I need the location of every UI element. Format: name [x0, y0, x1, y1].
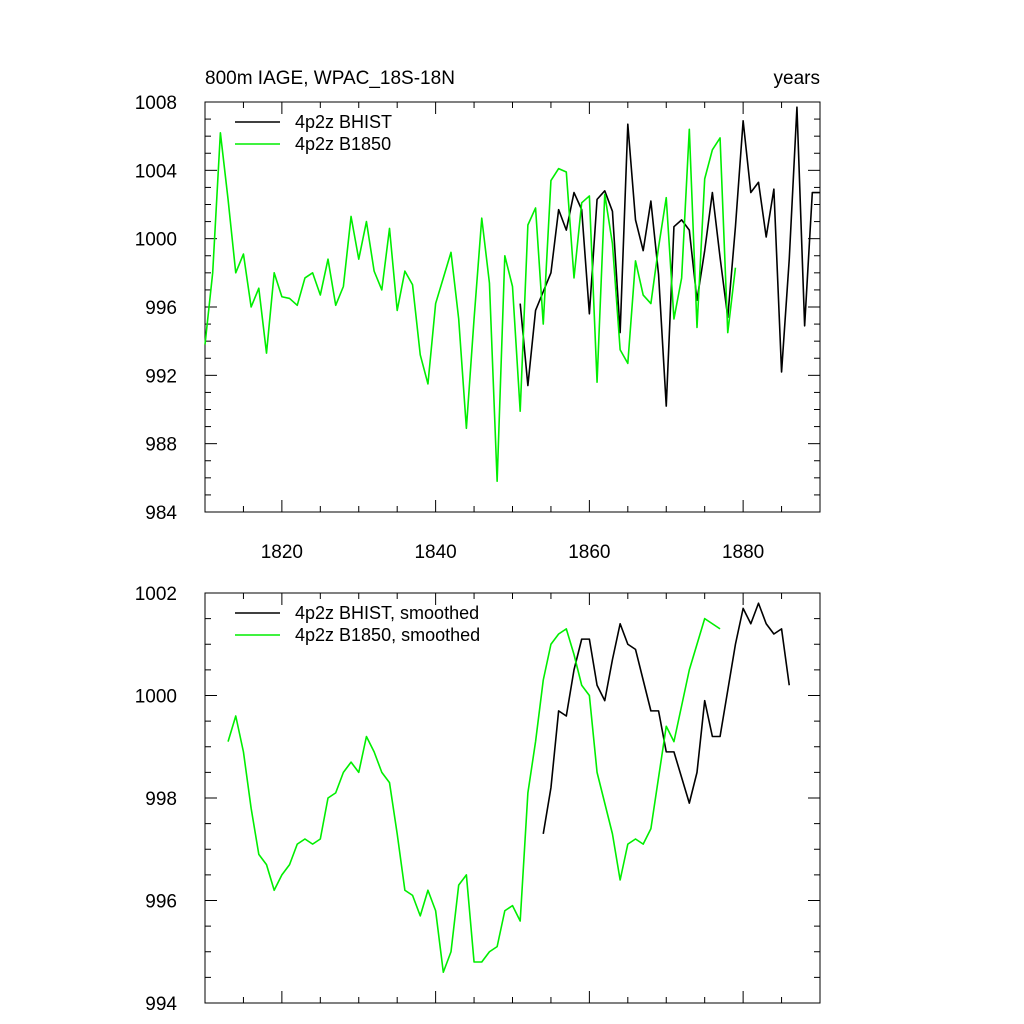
panel-title: 800m IAGE, WPAC_18S-18N — [205, 68, 455, 89]
legend-label: 4p2z BHIST, smoothed — [295, 603, 479, 623]
y-tick-label: 1002 — [135, 584, 177, 605]
bottom-plot-area: 994 996 998 1000 1002 4p2z BHIST, smoothed4p2… — [135, 584, 821, 1015]
y-tick-label: 998 — [145, 789, 177, 810]
bottom-panel: 994 996 998 1000 1002 4p2z BHIST, smoothed4p2… — [135, 584, 821, 1015]
legend-label: 4p2z B1850, smoothed — [295, 625, 480, 645]
y-tick-label: 988 — [145, 435, 177, 456]
legend-label: 4p2z B1850 — [295, 134, 391, 154]
top-panel: 800m IAGE, WPAC_18S-18N years 1820 1840 18… — [135, 68, 821, 563]
series-line-bhist — [542, 602, 791, 835]
y-tick-label: 1004 — [135, 161, 178, 182]
y-tick-label: 996 — [145, 892, 177, 913]
y-tick-label: 1000 — [135, 687, 177, 708]
panel-units-label: years — [774, 68, 820, 89]
series-line-b1850 — [204, 128, 737, 483]
y-tick-label: 994 — [145, 994, 177, 1015]
y-tick-label: 996 — [145, 298, 177, 319]
y-tick-label: 1008 — [135, 93, 177, 114]
series-line-b1850 — [227, 617, 721, 974]
top-plot-area: 1820 1840 1860 1880 984 988 992 996 1000 1004 1008… — [135, 93, 821, 563]
y-tick-label: 984 — [145, 503, 177, 524]
legend-label: 4p2z BHIST — [295, 112, 392, 132]
x-tick-label: 1820 — [261, 542, 303, 563]
plot-frame — [204, 101, 821, 513]
x-tick-label: 1840 — [414, 542, 456, 563]
series-line-bhist — [519, 106, 820, 407]
y-tick-label: 1000 — [135, 230, 177, 251]
plot-frame — [204, 592, 821, 1004]
x-tick-label: 1860 — [568, 542, 610, 563]
y-tick-label: 992 — [145, 366, 177, 387]
x-tick-label: 1880 — [722, 542, 764, 563]
